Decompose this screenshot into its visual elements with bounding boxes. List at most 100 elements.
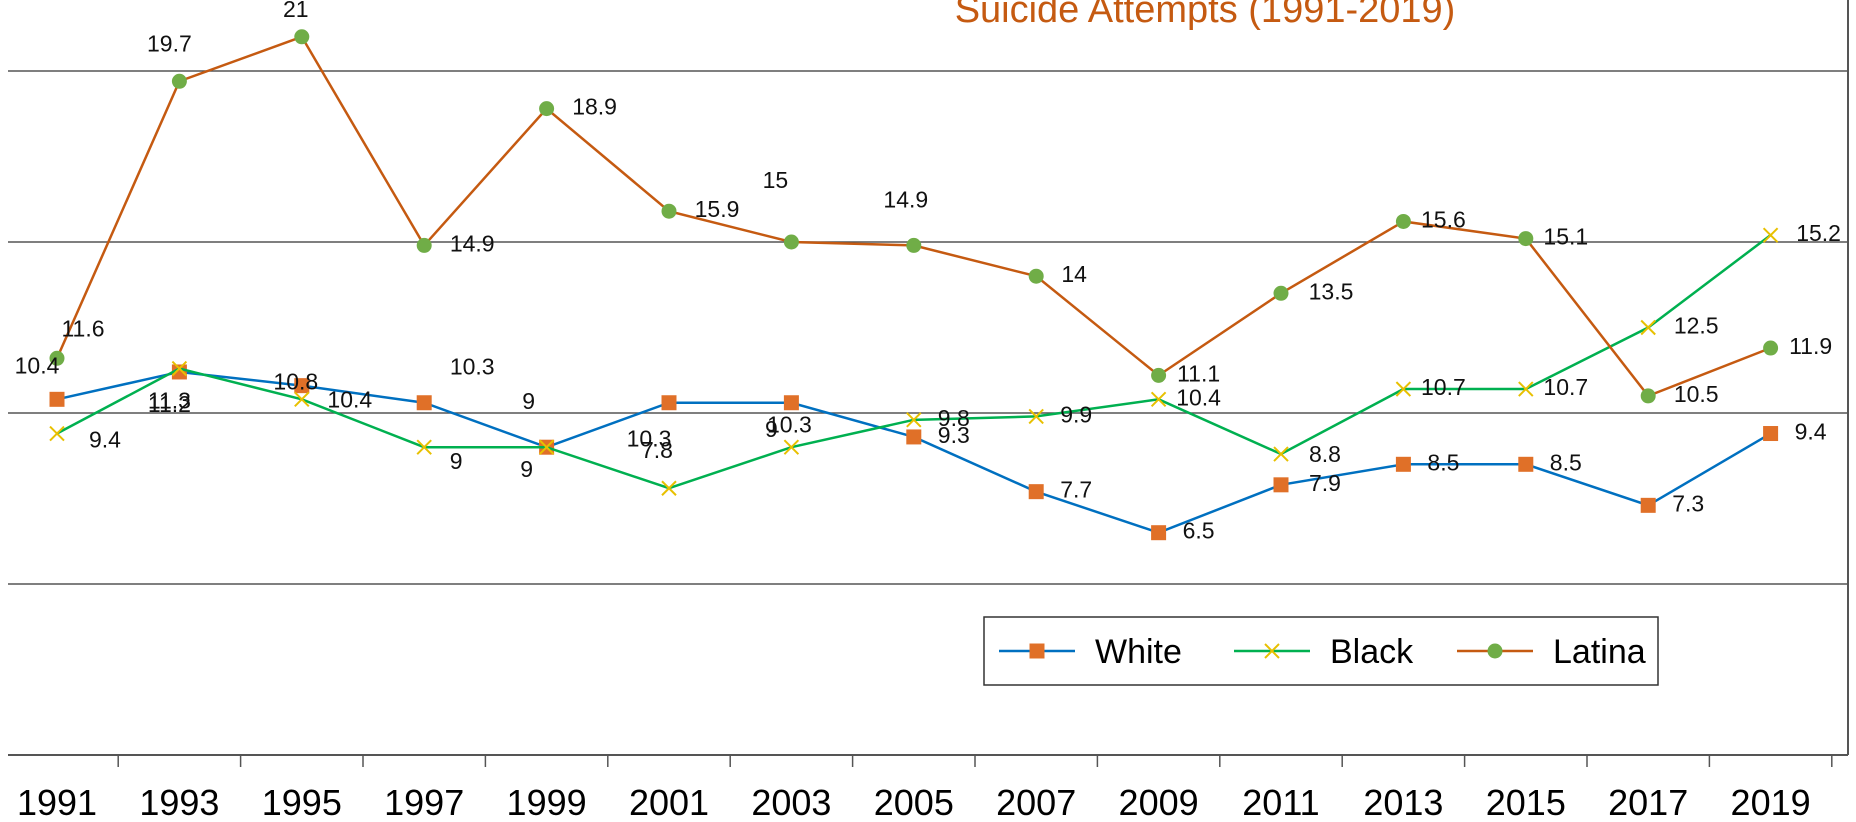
data-label: 12.5 <box>1674 313 1719 339</box>
data-label: 8.5 <box>1427 449 1459 475</box>
legend-label: Latina <box>1553 633 1646 671</box>
data-label: 21 <box>283 0 309 22</box>
data-label: 11.9 <box>1789 333 1832 359</box>
point-marker <box>1151 367 1167 383</box>
point-marker <box>783 395 799 411</box>
point-marker <box>1028 484 1044 500</box>
point-marker <box>1395 213 1411 229</box>
x-axis: 1991 1993 1995 1997 1999 2001 2003 2005 2007 2009… <box>8 754 1848 822</box>
point-marker <box>1762 227 1779 243</box>
legend-box <box>983 616 1659 686</box>
data-label: 9.4 <box>89 427 121 453</box>
x-tick-label: 2019 <box>1731 782 1811 822</box>
point-marker <box>49 425 65 442</box>
point-marker <box>538 439 555 455</box>
point-marker <box>1273 477 1289 493</box>
legend-label: White <box>1095 633 1182 671</box>
x-tick-label: 2003 <box>751 782 831 822</box>
series-line <box>56 370 1772 535</box>
point-marker <box>783 234 799 250</box>
x-tick-label: 2017 <box>1608 782 1688 822</box>
data-label: 11.2 <box>148 391 191 417</box>
data-label: 9.8 <box>938 405 970 431</box>
point-marker <box>49 391 65 407</box>
data-label: 10.4 <box>327 386 372 412</box>
data-label: 10.7 <box>1421 374 1466 400</box>
data-label: 9.4 <box>1795 419 1827 445</box>
point-marker <box>171 360 188 377</box>
point-marker <box>1640 319 1656 336</box>
data-label: 11.3 <box>148 388 191 414</box>
series-line <box>55 35 1772 398</box>
data-label: 15.6 <box>1421 206 1466 232</box>
point-marker <box>1028 268 1044 284</box>
data-label: 14.9 <box>450 230 495 256</box>
legend-label: Black <box>1330 633 1414 671</box>
data-label: 11.6 <box>61 315 104 341</box>
x-tick-label: 2001 <box>629 782 709 822</box>
data-label: 8.8 <box>1309 441 1341 467</box>
data-label: 15.1 <box>1543 224 1588 250</box>
point-marker <box>294 378 310 394</box>
data-label: 10.7 <box>1543 374 1588 400</box>
data-label: 10.3 <box>450 354 495 380</box>
x-tick-label: 1991 <box>17 782 97 822</box>
series-black <box>49 227 1779 496</box>
x-tick-label: 2011 <box>1242 782 1319 822</box>
point-marker <box>1395 456 1411 472</box>
data-label: 10.3 <box>767 412 812 438</box>
gridlines <box>8 70 1848 585</box>
x-tick-label: 1995 <box>262 782 342 822</box>
data-label: 13.5 <box>1309 278 1354 304</box>
point-marker <box>906 412 922 428</box>
series-latina <box>49 29 1779 404</box>
point-marker <box>1273 285 1289 301</box>
x-tick-label: 2007 <box>996 782 1076 822</box>
data-label: 9.3 <box>938 422 970 448</box>
data-label: 9 <box>450 448 463 474</box>
data-label: 19.7 <box>147 30 192 56</box>
data-label: 9 <box>520 456 533 482</box>
series-line <box>56 234 1772 490</box>
x-tick-label: 2015 <box>1486 782 1566 822</box>
data-label: 7.9 <box>1309 470 1341 496</box>
data-label: 15.9 <box>695 196 740 222</box>
point-marker <box>294 391 310 408</box>
data-label: 8.5 <box>1550 449 1582 475</box>
x-tick-label: 1993 <box>139 782 219 822</box>
x-tick-label: 2009 <box>1119 782 1199 822</box>
data-label: 10.8 <box>273 369 318 395</box>
legend: White Black Latina <box>983 616 1659 686</box>
series-layer <box>49 29 1779 541</box>
x-tick-label: 1999 <box>507 782 587 822</box>
data-label: 18.9 <box>572 94 617 120</box>
data-label: 14.9 <box>883 186 928 212</box>
data-label: 10.3 <box>627 426 672 452</box>
point-marker <box>1151 525 1167 541</box>
data-label: 7.7 <box>1060 477 1092 503</box>
x-tick-label: 2013 <box>1363 782 1443 822</box>
point-marker <box>661 480 677 496</box>
data-label: 9 <box>522 388 535 414</box>
point-marker <box>539 101 555 117</box>
point-marker <box>49 350 65 366</box>
point-marker <box>1640 388 1656 404</box>
point-marker <box>1487 643 1503 659</box>
point-marker <box>171 73 187 89</box>
point-marker <box>1029 643 1045 659</box>
point-marker <box>1763 426 1779 442</box>
chart-title: Suicide Attempts (1991-2019) <box>955 0 1456 31</box>
data-label: 7.3 <box>1672 490 1704 516</box>
point-marker <box>294 29 310 45</box>
data-label: 6.5 <box>1183 518 1215 544</box>
point-marker <box>1264 643 1280 659</box>
point-marker <box>1518 231 1534 247</box>
data-label: 15.2 <box>1796 220 1841 246</box>
point-marker <box>416 439 432 455</box>
data-labels: 10.4 11.2 10.8 10.3 9 10.3 10.3 9.3 7.7 6.5 7.9 8.5… <box>15 0 1841 544</box>
data-label: 14 <box>1061 261 1087 287</box>
point-marker <box>1028 408 1044 425</box>
point-marker <box>1273 446 1289 462</box>
data-label: 10.5 <box>1674 381 1719 407</box>
